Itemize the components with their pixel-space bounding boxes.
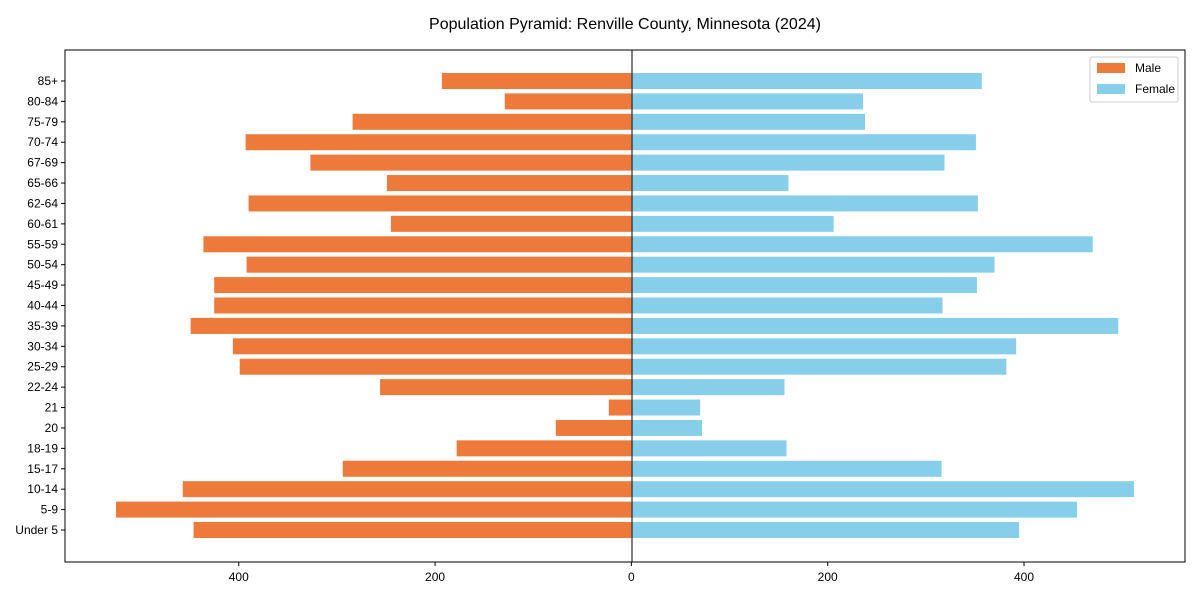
bar-male-50-54 [246, 256, 632, 273]
y-tick-label: 35-39 [27, 319, 58, 333]
bar-female-85+ [631, 73, 982, 89]
bar-male-80-84 [504, 93, 632, 110]
bar-female-67-69 [631, 154, 945, 171]
x-tick-label: 200 [818, 570, 838, 584]
y-tick-label: 20 [45, 421, 59, 435]
y-tick-label: 85+ [38, 74, 58, 88]
y-tick-label: 45-49 [27, 278, 58, 292]
bar-female-10-14 [631, 481, 1134, 498]
y-tick-label: 21 [45, 401, 59, 415]
y-tick-label: Under 5 [15, 523, 58, 537]
y-tick-label: 60-61 [27, 217, 58, 231]
x-tick-label: 400 [1014, 570, 1034, 584]
bar-male-75-79 [352, 113, 632, 130]
y-tick-label: 5-9 [41, 503, 59, 517]
bar-male-18-19 [456, 440, 632, 457]
chart-title: Population Pyramid: Renville County, Min… [429, 16, 821, 33]
legend-label-male: Male [1135, 61, 1161, 75]
bar-female-21 [631, 399, 701, 416]
bar-male-55-59 [203, 236, 632, 253]
y-tick-label: 10-14 [27, 482, 58, 496]
bar-female-15-17 [631, 460, 942, 477]
bar-female-60-61 [631, 215, 834, 232]
legend-swatch-male [1097, 63, 1125, 73]
bar-female-25-29 [631, 358, 1007, 375]
bar-male-22-24 [380, 379, 632, 396]
bar-female-70-74 [631, 134, 976, 151]
bar-male-65-66 [386, 175, 632, 192]
bar-male-85+ [441, 73, 632, 89]
bar-female-40-44 [631, 297, 943, 314]
bar-male-20 [555, 419, 632, 436]
bar-male-70-74 [245, 134, 632, 151]
bar-female-45-49 [631, 277, 977, 294]
bar-female-22-24 [631, 379, 785, 396]
bar-female-20 [631, 419, 703, 436]
legend-label-female: Female [1135, 82, 1175, 96]
bar-male-45-49 [214, 277, 632, 294]
bar-male-60-61 [390, 215, 632, 232]
bar-female-62-64 [631, 195, 978, 212]
bar-male-67-69 [310, 154, 632, 171]
y-tick-label: 40-44 [27, 299, 58, 313]
bar-male-Under 5 [193, 522, 632, 538]
bar-male-15-17 [342, 460, 632, 477]
bar-male-21 [608, 399, 632, 416]
bar-female-30-34 [631, 338, 1017, 355]
x-tick-label: 200 [425, 570, 445, 584]
y-tick-label: 75-79 [27, 115, 58, 129]
y-tick-label: 50-54 [27, 258, 58, 272]
bar-female-65-66 [631, 175, 789, 192]
y-tick-label: 80-84 [27, 94, 58, 108]
y-tick-label: 70-74 [27, 135, 58, 149]
y-tick-label: 65-66 [27, 176, 58, 190]
bar-male-5-9 [116, 501, 632, 518]
x-tick-label: 0 [628, 570, 635, 584]
bar-male-10-14 [182, 481, 632, 498]
bar-female-Under 5 [631, 522, 1020, 538]
y-tick-label: 22-24 [27, 380, 58, 394]
bar-male-30-34 [232, 338, 632, 355]
y-tick-label: 55-59 [27, 237, 58, 251]
legend-swatch-female [1097, 84, 1125, 94]
bar-female-75-79 [631, 113, 865, 130]
legend: Male Female [1089, 56, 1179, 103]
bar-female-80-84 [631, 93, 864, 110]
y-tick-label: 25-29 [27, 360, 58, 374]
y-tick-label: 15-17 [27, 462, 58, 476]
y-tick-label: 62-64 [27, 196, 58, 210]
bar-male-62-64 [248, 195, 632, 212]
bar-female-35-39 [631, 317, 1119, 334]
bar-female-5-9 [631, 501, 1078, 518]
x-tick-label: 400 [229, 570, 249, 584]
y-tick-label: 18-19 [27, 441, 58, 455]
bar-male-25-29 [239, 358, 632, 375]
bar-male-35-39 [190, 317, 632, 334]
bar-female-55-59 [631, 236, 1093, 253]
y-tick-label: 30-34 [27, 339, 58, 353]
bar-female-50-54 [631, 256, 995, 273]
bar-male-40-44 [214, 297, 632, 314]
y-tick-label: 67-69 [27, 156, 58, 170]
bar-female-18-19 [631, 440, 787, 457]
